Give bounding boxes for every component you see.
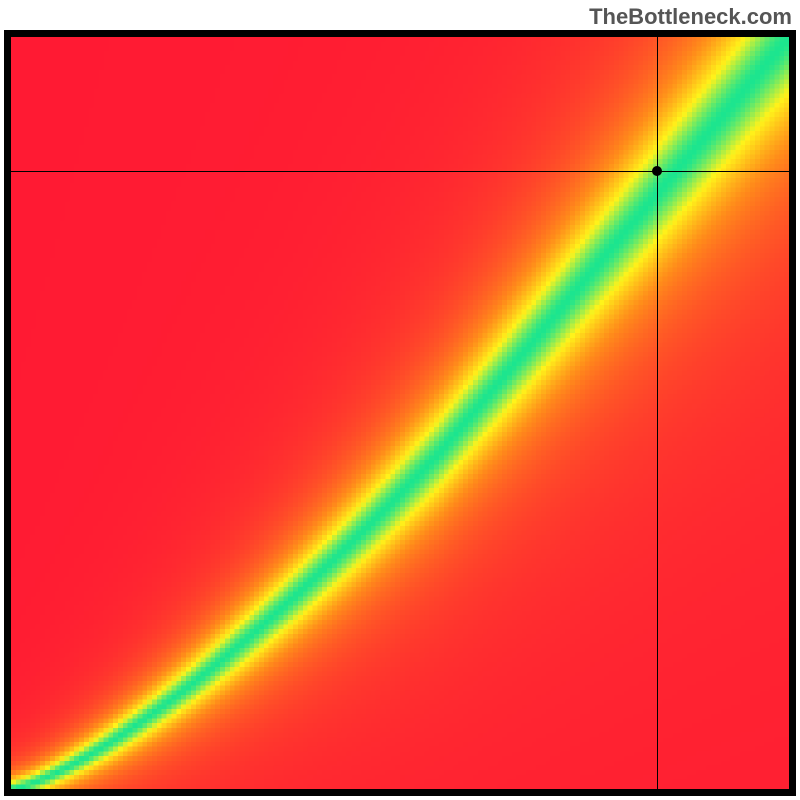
crosshair-horizontal [11, 171, 789, 172]
heatmap-chart [4, 30, 796, 796]
heatmap-canvas [11, 37, 789, 789]
watermark-text: TheBottleneck.com [589, 4, 792, 30]
crosshair-vertical [657, 37, 658, 789]
crosshair-dot [652, 166, 662, 176]
